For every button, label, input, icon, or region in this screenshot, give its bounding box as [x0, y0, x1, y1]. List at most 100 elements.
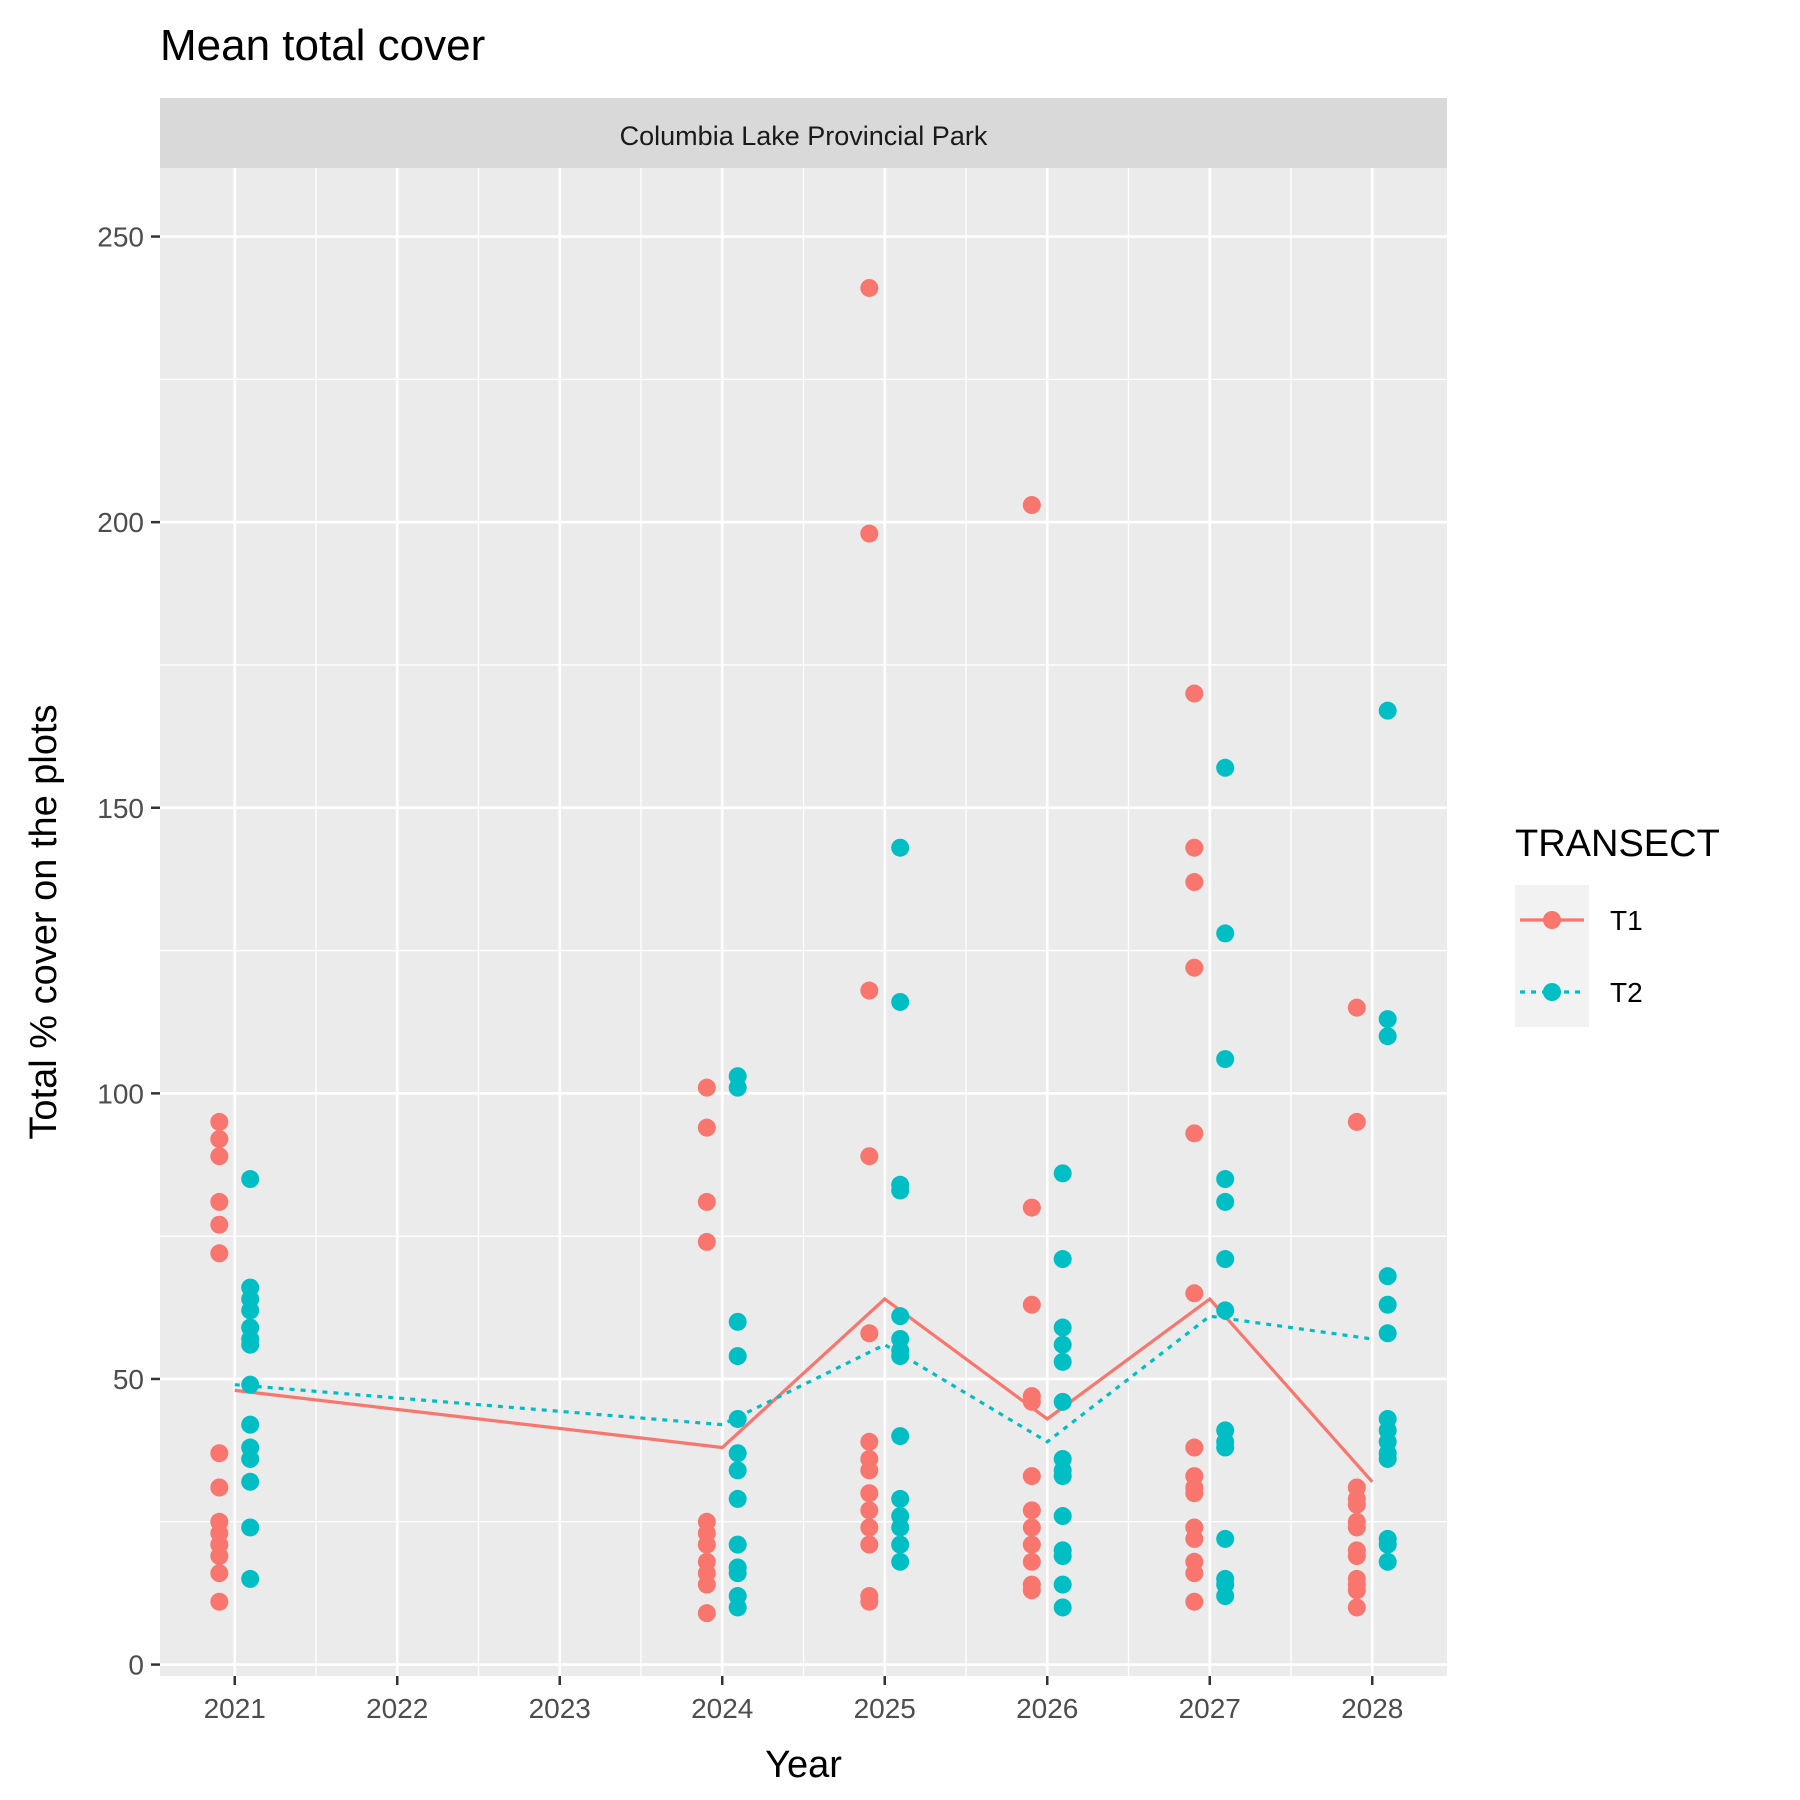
- point-t2: [1216, 1529, 1235, 1548]
- point-t1: [1185, 1438, 1204, 1457]
- point-t2: [728, 1312, 747, 1331]
- legend-key-point-t1: [1543, 911, 1561, 929]
- mean-line-t2: [234, 1314, 1373, 1444]
- y-tick-label: 100: [97, 1078, 144, 1109]
- point-t2: [1053, 1467, 1072, 1486]
- point-t1: [210, 1147, 229, 1166]
- point-t1: [1185, 958, 1204, 977]
- point-t1: [1022, 1552, 1041, 1571]
- y-tick-label: 150: [97, 793, 144, 824]
- point-t2: [728, 1598, 747, 1617]
- x-tick-label: 2022: [366, 1693, 428, 1724]
- x-tick-label: 2021: [204, 1693, 266, 1724]
- point-t1: [697, 1078, 716, 1097]
- facet-label: Columbia Lake Provincial Park: [620, 121, 988, 151]
- point-t1: [1185, 1124, 1204, 1143]
- point-t1: [210, 1547, 229, 1566]
- point-t1: [1022, 1581, 1041, 1600]
- point-t2: [891, 1347, 910, 1366]
- point-t2: [1216, 1050, 1235, 1069]
- chart-title: Mean total cover: [160, 21, 485, 70]
- point-t2: [1053, 1547, 1072, 1566]
- point-t2: [1053, 1598, 1072, 1617]
- point-t1: [1185, 1484, 1204, 1503]
- x-axis-ticks: 2021 2022 2023 2024 2025 2026 2027 2028: [204, 1676, 1403, 1724]
- point-t2: [1378, 1449, 1397, 1468]
- point-t2: [1053, 1318, 1072, 1337]
- point-t1: [1022, 1535, 1041, 1554]
- point-t2: [1378, 701, 1397, 720]
- x-tick-label: 2028: [1341, 1693, 1403, 1724]
- point-t2: [728, 1078, 747, 1097]
- point-t1: [1347, 1495, 1366, 1514]
- point-t1: [210, 1564, 229, 1583]
- point-t2: [241, 1335, 260, 1354]
- point-t1: [1022, 496, 1041, 515]
- point-t1: [1347, 1518, 1366, 1537]
- point-t2: [891, 1181, 910, 1200]
- point-t2: [1378, 1295, 1397, 1314]
- series-points: [210, 278, 1397, 1623]
- point-t2: [728, 1444, 747, 1463]
- point-t2: [241, 1375, 260, 1394]
- point-t1: [860, 1592, 879, 1611]
- point-t1: [860, 1147, 879, 1166]
- point-t2: [1378, 1552, 1397, 1571]
- point-t2: [1053, 1507, 1072, 1526]
- series-mean-lines: [234, 1296, 1374, 1483]
- point-t1: [210, 1592, 229, 1611]
- y-tick-label: 200: [97, 507, 144, 538]
- point-t1: [1347, 1547, 1366, 1566]
- point-t2: [891, 1552, 910, 1571]
- point-t1: [860, 1484, 879, 1503]
- point-t2: [891, 1307, 910, 1326]
- point-t1: [1022, 1501, 1041, 1520]
- facet-strip: [160, 98, 1447, 168]
- point-t2: [1053, 1164, 1072, 1183]
- point-t1: [860, 1518, 879, 1537]
- legend-title: TRANSECT: [1515, 823, 1720, 865]
- point-t1: [1185, 1529, 1204, 1548]
- point-t1: [210, 1112, 229, 1131]
- y-tick-label: 250: [97, 222, 144, 253]
- x-tick-label: 2024: [691, 1693, 753, 1724]
- point-t1: [1347, 1598, 1366, 1617]
- point-t1: [210, 1215, 229, 1234]
- legend: TRANSECT T1 T2: [1515, 823, 1720, 1027]
- point-t1: [1347, 998, 1366, 1017]
- point-t2: [241, 1569, 260, 1588]
- point-t1: [1347, 1581, 1366, 1600]
- point-t1: [860, 524, 879, 543]
- point-t2: [891, 838, 910, 857]
- point-t1: [1185, 873, 1204, 892]
- x-tick-label: 2025: [854, 1693, 916, 1724]
- y-axis-ticks: 0 50 100 150 200 250: [97, 222, 160, 1681]
- point-t2: [241, 1518, 260, 1537]
- point-t2: [891, 1518, 910, 1537]
- legend-key-background: [1515, 885, 1589, 1027]
- point-t1: [1022, 1518, 1041, 1537]
- point-t2: [1378, 1027, 1397, 1046]
- point-t2: [891, 1489, 910, 1508]
- point-t1: [210, 1130, 229, 1149]
- major-gridlines: [160, 168, 1447, 1676]
- x-tick-label: 2027: [1179, 1693, 1241, 1724]
- point-t1: [1185, 1284, 1204, 1303]
- point-t1: [697, 1575, 716, 1594]
- point-t1: [860, 1501, 879, 1520]
- point-t1: [1185, 684, 1204, 703]
- y-tick-label: 50: [113, 1364, 144, 1395]
- point-t1: [860, 1324, 879, 1343]
- point-t2: [1053, 1352, 1072, 1371]
- point-t2: [1378, 1267, 1397, 1286]
- point-t2: [1053, 1250, 1072, 1269]
- point-t1: [860, 1535, 879, 1554]
- point-t2: [1216, 1170, 1235, 1189]
- point-t1: [1022, 1467, 1041, 1486]
- point-t2: [1378, 1010, 1397, 1029]
- point-t2: [1216, 924, 1235, 943]
- mean-line-t1: [234, 1296, 1374, 1483]
- point-t2: [891, 1535, 910, 1554]
- point-t1: [860, 981, 879, 1000]
